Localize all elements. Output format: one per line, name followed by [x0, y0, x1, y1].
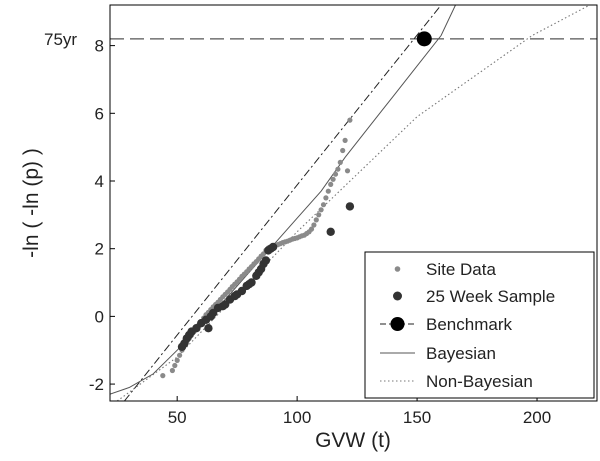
lines-layer	[110, 5, 591, 401]
legend-label-non-bayesian: Non-Bayesian	[426, 372, 533, 391]
data-point-site-data	[340, 147, 346, 154]
y-tick-label: -2	[89, 375, 104, 394]
y-tick-label: 4	[95, 172, 104, 191]
legend-label-site-data: Site Data	[426, 260, 496, 279]
legend-label-bayesian: Bayesian	[426, 344, 496, 363]
data-point-site-data	[332, 171, 339, 177]
data-point-25-week-sample	[204, 324, 213, 333]
reference-line-label: 75yr	[44, 30, 77, 49]
legend-label-benchmark: Benchmark	[426, 315, 512, 334]
x-tick-label: 50	[168, 408, 187, 427]
data-point-site-data	[308, 226, 315, 232]
data-point-site-data	[177, 352, 183, 358]
axes-layer: 50 100 150 200 -2 0 2 4 6 8	[89, 37, 551, 427]
data-point-25-week-sample	[345, 202, 355, 211]
legend-label-25-week-sample: 25 Week Sample	[426, 287, 555, 306]
data-point-site-data	[330, 176, 336, 182]
data-point-site-data	[320, 202, 327, 208]
data-point-site-data	[313, 217, 319, 223]
data-point-25-week-sample	[247, 278, 256, 287]
data-point-site-data	[347, 117, 353, 123]
data-point-site-data	[328, 181, 334, 187]
data-point-site-data	[335, 166, 341, 172]
data-point-site-data	[323, 195, 329, 201]
data-point-25-week-sample	[326, 227, 335, 236]
data-point-site-data	[311, 222, 317, 228]
data-point-site-data	[344, 168, 351, 174]
x-tick-label: 150	[403, 408, 431, 427]
data-point-site-data	[174, 357, 180, 363]
y-tick-label: 0	[95, 307, 104, 326]
data-point-site-data	[342, 137, 348, 143]
legend-marker-25-week-sample	[393, 291, 402, 301]
legend-marker-site-data	[394, 266, 401, 272]
legend-marker-benchmark	[390, 317, 405, 331]
series-line-benchmark	[124, 5, 442, 401]
points-layer	[160, 31, 432, 379]
data-point-25-week-sample	[268, 242, 278, 252]
y-tick-label: 6	[95, 104, 104, 123]
reference-layer: 75yr	[44, 30, 597, 49]
y-tick-label: 8	[95, 37, 104, 56]
y-axis-title: -ln ( -ln (p) )	[20, 148, 43, 258]
series-line-bayesian	[110, 5, 456, 395]
data-point-site-data	[325, 188, 331, 194]
y-tick-label: 2	[95, 240, 104, 259]
data-point-site-data	[160, 373, 166, 379]
legend: Site Data 25 Week Sample Benchmark Bayesian…	[364, 251, 595, 399]
benchmark-marker	[416, 31, 432, 47]
data-point-site-data	[169, 367, 175, 374]
x-axis-title: GVW (t)	[315, 429, 391, 452]
data-point-site-data	[318, 207, 324, 213]
plot-frame	[109, 4, 598, 402]
data-point-25-week-sample	[261, 256, 271, 265]
data-point-site-data	[316, 212, 322, 218]
x-tick-label: 200	[523, 408, 551, 427]
x-tick-label: 100	[283, 408, 311, 427]
data-point-site-data	[337, 159, 343, 165]
data-point-site-data	[172, 362, 178, 369]
